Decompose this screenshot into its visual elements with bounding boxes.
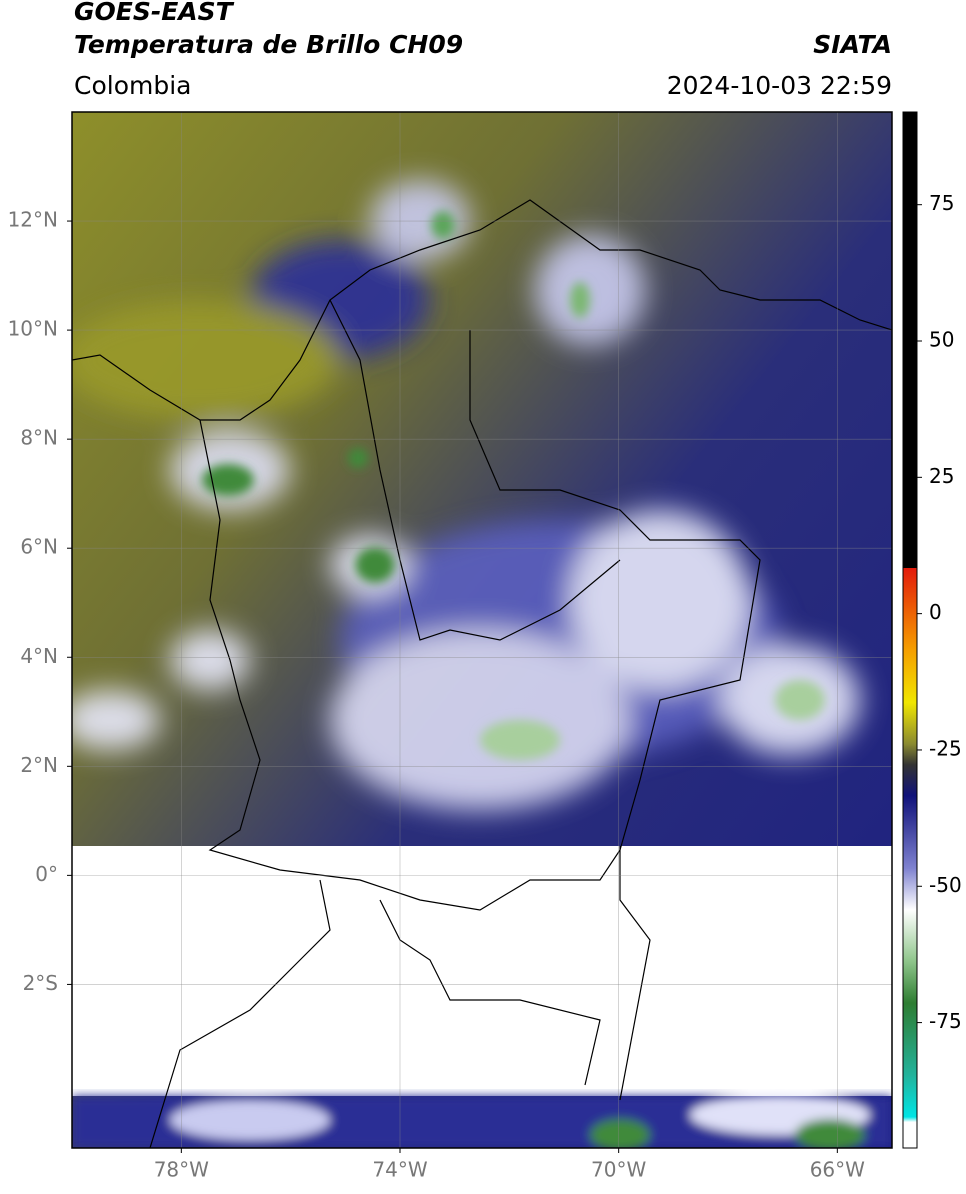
- colorbar-tick-label: 0: [929, 600, 942, 624]
- y-tick-label: 6°N: [20, 535, 58, 559]
- y-tick-label: 0°: [35, 862, 58, 886]
- colorbar-tick-label: 75: [929, 191, 954, 215]
- title: GOES-EAST: [74, 0, 235, 26]
- grid: [72, 112, 892, 1148]
- y-tick-label: 4°N: [20, 644, 58, 668]
- y-tick-label: 12°N: [8, 208, 58, 232]
- y-tick-label: 8°N: [20, 426, 58, 450]
- x-tick-label: 66°W: [810, 1158, 865, 1182]
- colorbar-tick-label: 50: [929, 328, 954, 352]
- region: Colombia: [74, 71, 191, 100]
- colorbar: [902, 111, 918, 1149]
- y-tick-label: 2°N: [20, 753, 58, 777]
- colorbar-tick-label: -50: [929, 873, 962, 897]
- x-tick-label: 74°W: [372, 1158, 427, 1182]
- colorbar-tick-label: 25: [929, 464, 954, 488]
- satellite-image: [72, 112, 892, 1148]
- colorbar-tick-label: -75: [929, 1009, 962, 1033]
- colorbar-tick-label: -25: [929, 736, 962, 760]
- map-frame: [71, 111, 893, 1149]
- y-tick-label: 10°N: [8, 317, 58, 341]
- y-tick-label: 2°S: [23, 971, 58, 995]
- x-tick-label: 78°W: [154, 1158, 209, 1182]
- datetime: 2024-10-03 22:59: [667, 71, 892, 100]
- subtitle: Temperatura de Brillo CH09: [74, 30, 463, 59]
- source: SIATA: [813, 30, 892, 59]
- x-tick-label: 70°W: [591, 1158, 646, 1182]
